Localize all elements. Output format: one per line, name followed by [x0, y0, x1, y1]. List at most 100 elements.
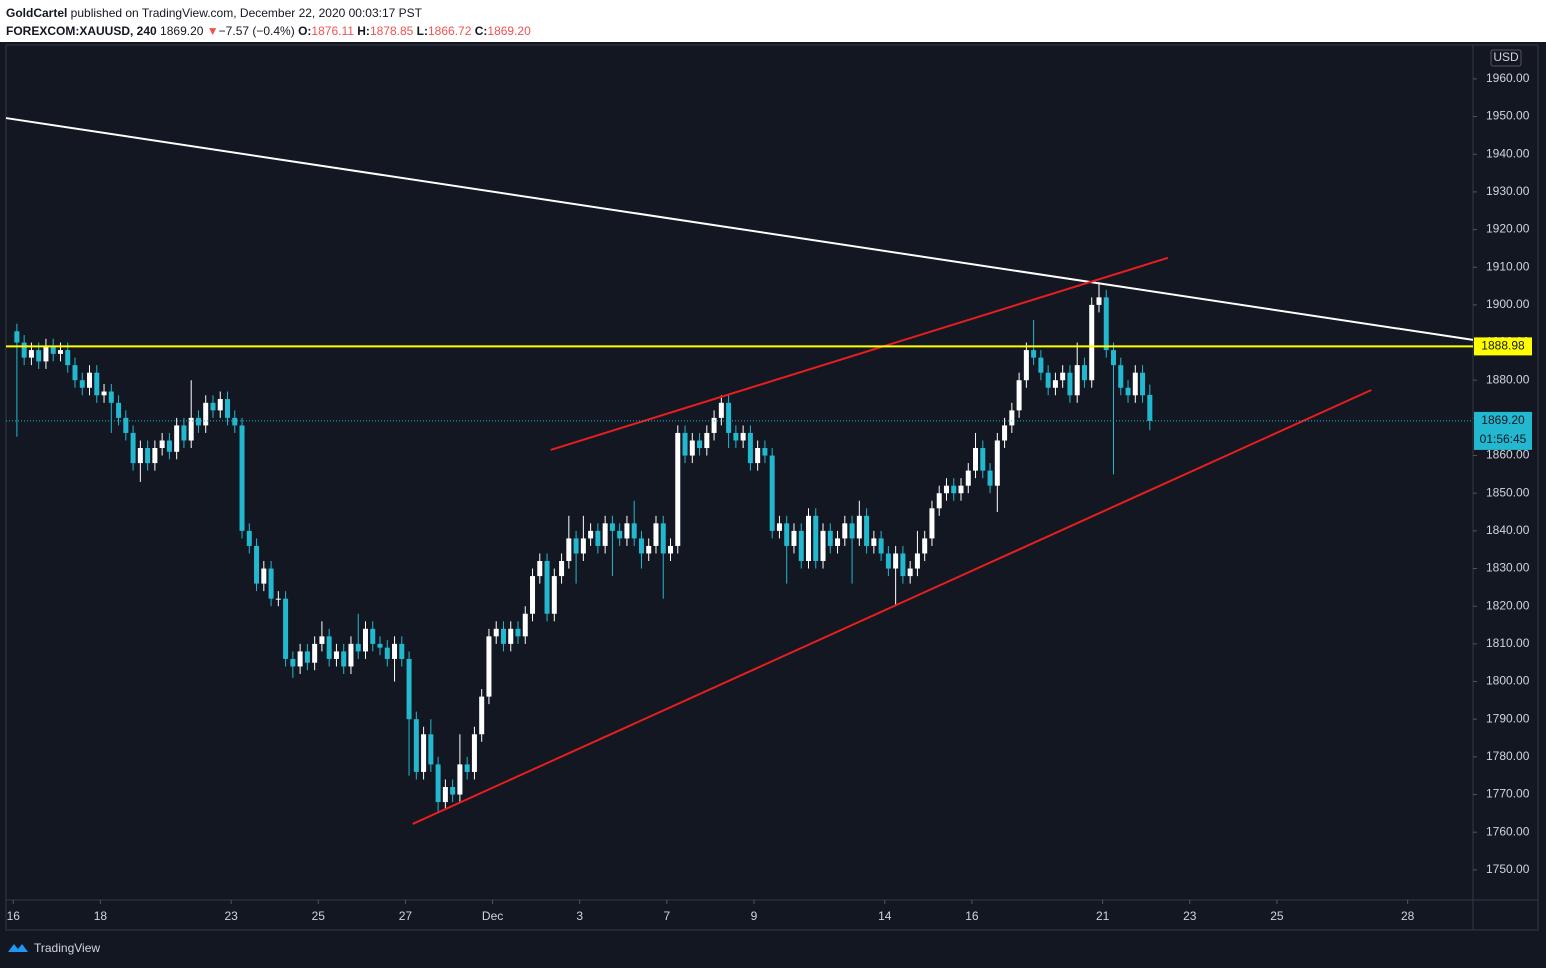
- candle-body: [965, 470, 971, 486]
- x-tick-label: 18: [94, 909, 108, 923]
- candle-body: [1031, 350, 1037, 358]
- candle-body: [522, 613, 528, 637]
- brand: TradingView: [34, 941, 100, 955]
- countdown: 01:56:45: [1480, 432, 1527, 446]
- candle-body: [936, 493, 942, 509]
- quote-line: FOREXCOM:XAUUSD, 240 1869.20 ▼−7.57 (−0.…: [6, 22, 531, 40]
- level-label: 1888.98: [1481, 339, 1525, 353]
- candle-body: [922, 538, 928, 554]
- candle-body: [856, 515, 862, 539]
- candle-body: [1074, 365, 1080, 396]
- candle-body: [203, 402, 209, 426]
- candle-body: [442, 787, 448, 803]
- l-label: L:: [416, 24, 428, 38]
- candle-body: [805, 515, 811, 562]
- candle-body: [210, 402, 216, 411]
- candle-body: [1016, 380, 1022, 411]
- candle-body: [355, 643, 361, 652]
- candle-body: [624, 523, 630, 539]
- header: GoldCartel published on TradingView.com,…: [6, 4, 531, 40]
- x-tick-label: 23: [1183, 909, 1197, 923]
- candle-body: [1060, 372, 1066, 381]
- candle-body: [457, 764, 463, 795]
- published: published on TradingView.com, December 2…: [67, 6, 423, 20]
- candle-body: [631, 523, 637, 539]
- y-tick-label: 1760.00: [1486, 824, 1530, 838]
- y-tick-label: 1790.00: [1486, 711, 1530, 725]
- candle-body: [842, 523, 848, 539]
- candle-body: [174, 425, 180, 452]
- candle-body: [958, 485, 964, 494]
- candle-body: [1103, 297, 1109, 351]
- candle-body: [94, 372, 100, 396]
- x-tick-label: 23: [224, 909, 238, 923]
- candle-body: [871, 538, 877, 546]
- candle-body: [1140, 372, 1146, 396]
- last-price-label: 1869.20: [1481, 413, 1525, 427]
- candle-body: [413, 719, 419, 772]
- candle-body: [1002, 425, 1008, 441]
- candle-body: [275, 598, 281, 600]
- candle-body: [1081, 365, 1087, 381]
- author: GoldCartel: [6, 6, 68, 20]
- candle-body: [246, 530, 252, 546]
- candle-body: [769, 455, 775, 531]
- candle-body: [217, 399, 223, 411]
- candle-body: [290, 658, 296, 667]
- candle-body: [638, 538, 644, 554]
- candle-body: [551, 576, 557, 614]
- candle-body: [341, 651, 347, 667]
- candle-body: [617, 530, 623, 539]
- candle-body: [798, 530, 804, 562]
- candle-body: [566, 538, 572, 562]
- candle-body: [994, 440, 1000, 486]
- logo: [8, 944, 28, 952]
- candle-body: [1038, 357, 1044, 373]
- c-label: C:: [474, 24, 488, 38]
- x-tick-label: 21: [1096, 909, 1110, 923]
- y-tick-label: 1840.00: [1486, 523, 1530, 537]
- candle-body: [755, 448, 761, 464]
- x-tick-label: 16: [965, 909, 979, 923]
- x-tick-label: 3: [576, 909, 583, 923]
- candle-body: [711, 417, 717, 433]
- candle-body: [588, 530, 594, 539]
- y-tick-label: 1930.00: [1486, 184, 1530, 198]
- candle-body: [849, 523, 855, 539]
- candle-body: [254, 545, 260, 584]
- candle-body: [399, 643, 405, 659]
- x-tick-label: 9: [751, 909, 758, 923]
- candle-body: [370, 628, 376, 644]
- candle-body: [493, 628, 499, 637]
- candle-body: [951, 485, 957, 494]
- x-tick-label: Dec: [482, 909, 503, 923]
- candle-body: [900, 553, 906, 577]
- candle-body: [57, 350, 63, 354]
- o: 1876.11: [311, 24, 354, 38]
- candle-body: [530, 576, 536, 614]
- candle-body: [304, 651, 310, 663]
- h: 1878.85: [369, 24, 414, 38]
- candle-body: [929, 508, 935, 539]
- candle-body: [36, 350, 42, 362]
- candle-body: [195, 417, 201, 426]
- candle-body: [435, 764, 441, 803]
- candle-body: [362, 628, 368, 652]
- candle-body: [261, 568, 267, 584]
- y-tick-label: 1810.00: [1486, 636, 1530, 650]
- candle-body: [515, 628, 521, 637]
- candle-body: [1111, 350, 1117, 366]
- candle-body: [776, 523, 782, 531]
- publish-line: GoldCartel published on TradingView.com,…: [6, 4, 531, 22]
- trendline: [412, 389, 1372, 825]
- x-tick-label: 16: [7, 909, 21, 923]
- candle-body: [914, 553, 920, 569]
- plot: [5, 117, 1474, 825]
- candle-body: [544, 561, 550, 614]
- candle-body: [130, 432, 136, 464]
- candle-body: [166, 440, 172, 452]
- level-box: [1474, 337, 1532, 356]
- candle-body: [87, 372, 93, 388]
- candle-body: [1132, 372, 1138, 396]
- candle-body: [108, 391, 114, 403]
